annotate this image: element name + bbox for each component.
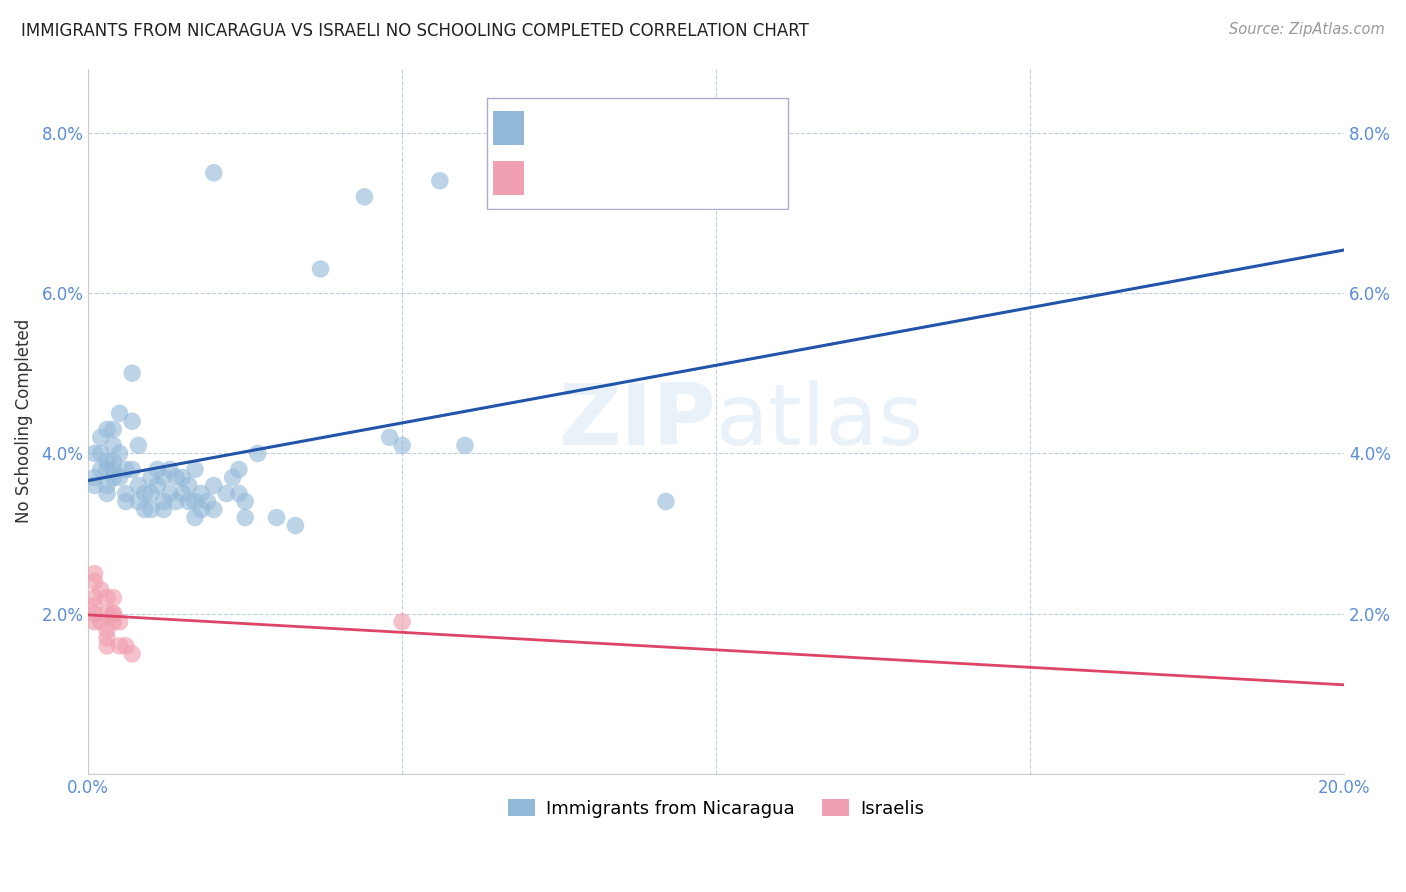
Point bbox=[103, 607, 125, 621]
Point bbox=[83, 478, 105, 492]
Point bbox=[96, 462, 118, 476]
Point bbox=[655, 494, 678, 508]
Point bbox=[96, 486, 118, 500]
Point bbox=[108, 639, 131, 653]
Point bbox=[108, 470, 131, 484]
Point bbox=[152, 470, 174, 484]
Point bbox=[90, 446, 112, 460]
Point bbox=[96, 639, 118, 653]
Point bbox=[215, 486, 238, 500]
Point bbox=[378, 430, 401, 444]
Point bbox=[103, 454, 125, 468]
Point bbox=[83, 591, 105, 605]
Point bbox=[96, 478, 118, 492]
Point bbox=[165, 494, 187, 508]
Point bbox=[391, 615, 413, 629]
Text: atlas: atlas bbox=[716, 380, 924, 463]
Point bbox=[127, 494, 149, 508]
Point bbox=[90, 462, 112, 476]
Point bbox=[115, 494, 138, 508]
Point bbox=[284, 518, 307, 533]
Point bbox=[134, 502, 156, 516]
Point bbox=[83, 446, 105, 460]
Point bbox=[115, 486, 138, 500]
Point bbox=[83, 574, 105, 589]
Point bbox=[121, 647, 143, 661]
Point bbox=[103, 607, 125, 621]
Point bbox=[429, 174, 451, 188]
Point bbox=[454, 438, 477, 452]
Point bbox=[90, 430, 112, 444]
Point bbox=[96, 607, 118, 621]
Point bbox=[152, 494, 174, 508]
Point bbox=[83, 470, 105, 484]
Point bbox=[96, 631, 118, 645]
Point bbox=[202, 166, 225, 180]
Point bbox=[309, 262, 332, 277]
Point bbox=[127, 478, 149, 492]
Point bbox=[83, 615, 105, 629]
Point bbox=[96, 591, 118, 605]
Point bbox=[83, 566, 105, 581]
Point bbox=[134, 486, 156, 500]
Point bbox=[159, 486, 181, 500]
Point bbox=[96, 422, 118, 436]
Point bbox=[103, 462, 125, 476]
Point bbox=[184, 494, 207, 508]
Point bbox=[83, 599, 105, 613]
Point bbox=[103, 470, 125, 484]
Point bbox=[197, 494, 219, 508]
Point bbox=[221, 470, 243, 484]
Point bbox=[165, 470, 187, 484]
Point bbox=[190, 486, 212, 500]
Point bbox=[121, 414, 143, 428]
Point bbox=[90, 615, 112, 629]
Point bbox=[103, 591, 125, 605]
Point bbox=[228, 462, 250, 476]
Point bbox=[233, 494, 256, 508]
Point bbox=[246, 446, 269, 460]
Point bbox=[177, 494, 200, 508]
Point bbox=[108, 446, 131, 460]
Point bbox=[190, 502, 212, 516]
Point bbox=[115, 462, 138, 476]
Point bbox=[184, 510, 207, 524]
Point bbox=[103, 422, 125, 436]
Point bbox=[228, 486, 250, 500]
Point bbox=[127, 438, 149, 452]
Point bbox=[139, 502, 162, 516]
Point bbox=[177, 478, 200, 492]
Y-axis label: No Schooling Completed: No Schooling Completed bbox=[15, 319, 32, 524]
Point bbox=[172, 486, 194, 500]
Point bbox=[139, 470, 162, 484]
Text: ZIP: ZIP bbox=[558, 380, 716, 463]
Point bbox=[146, 462, 169, 476]
Point bbox=[108, 615, 131, 629]
Point bbox=[121, 462, 143, 476]
Point bbox=[103, 615, 125, 629]
Point bbox=[266, 510, 288, 524]
Point bbox=[139, 486, 162, 500]
Point bbox=[146, 478, 169, 492]
Text: Source: ZipAtlas.com: Source: ZipAtlas.com bbox=[1229, 22, 1385, 37]
Point bbox=[353, 190, 375, 204]
Point bbox=[233, 510, 256, 524]
Point bbox=[103, 438, 125, 452]
Point bbox=[202, 478, 225, 492]
Point bbox=[90, 582, 112, 597]
Text: IMMIGRANTS FROM NICARAGUA VS ISRAELI NO SCHOOLING COMPLETED CORRELATION CHART: IMMIGRANTS FROM NICARAGUA VS ISRAELI NO … bbox=[21, 22, 808, 40]
Point bbox=[172, 470, 194, 484]
Point bbox=[96, 454, 118, 468]
Point bbox=[152, 502, 174, 516]
Point bbox=[121, 366, 143, 380]
Point bbox=[184, 462, 207, 476]
Point bbox=[108, 406, 131, 420]
Point bbox=[159, 462, 181, 476]
Point bbox=[202, 502, 225, 516]
Legend: Immigrants from Nicaragua, Israelis: Immigrants from Nicaragua, Israelis bbox=[501, 792, 931, 825]
Point bbox=[96, 623, 118, 637]
Point bbox=[115, 639, 138, 653]
Point bbox=[83, 607, 105, 621]
Point bbox=[391, 438, 413, 452]
